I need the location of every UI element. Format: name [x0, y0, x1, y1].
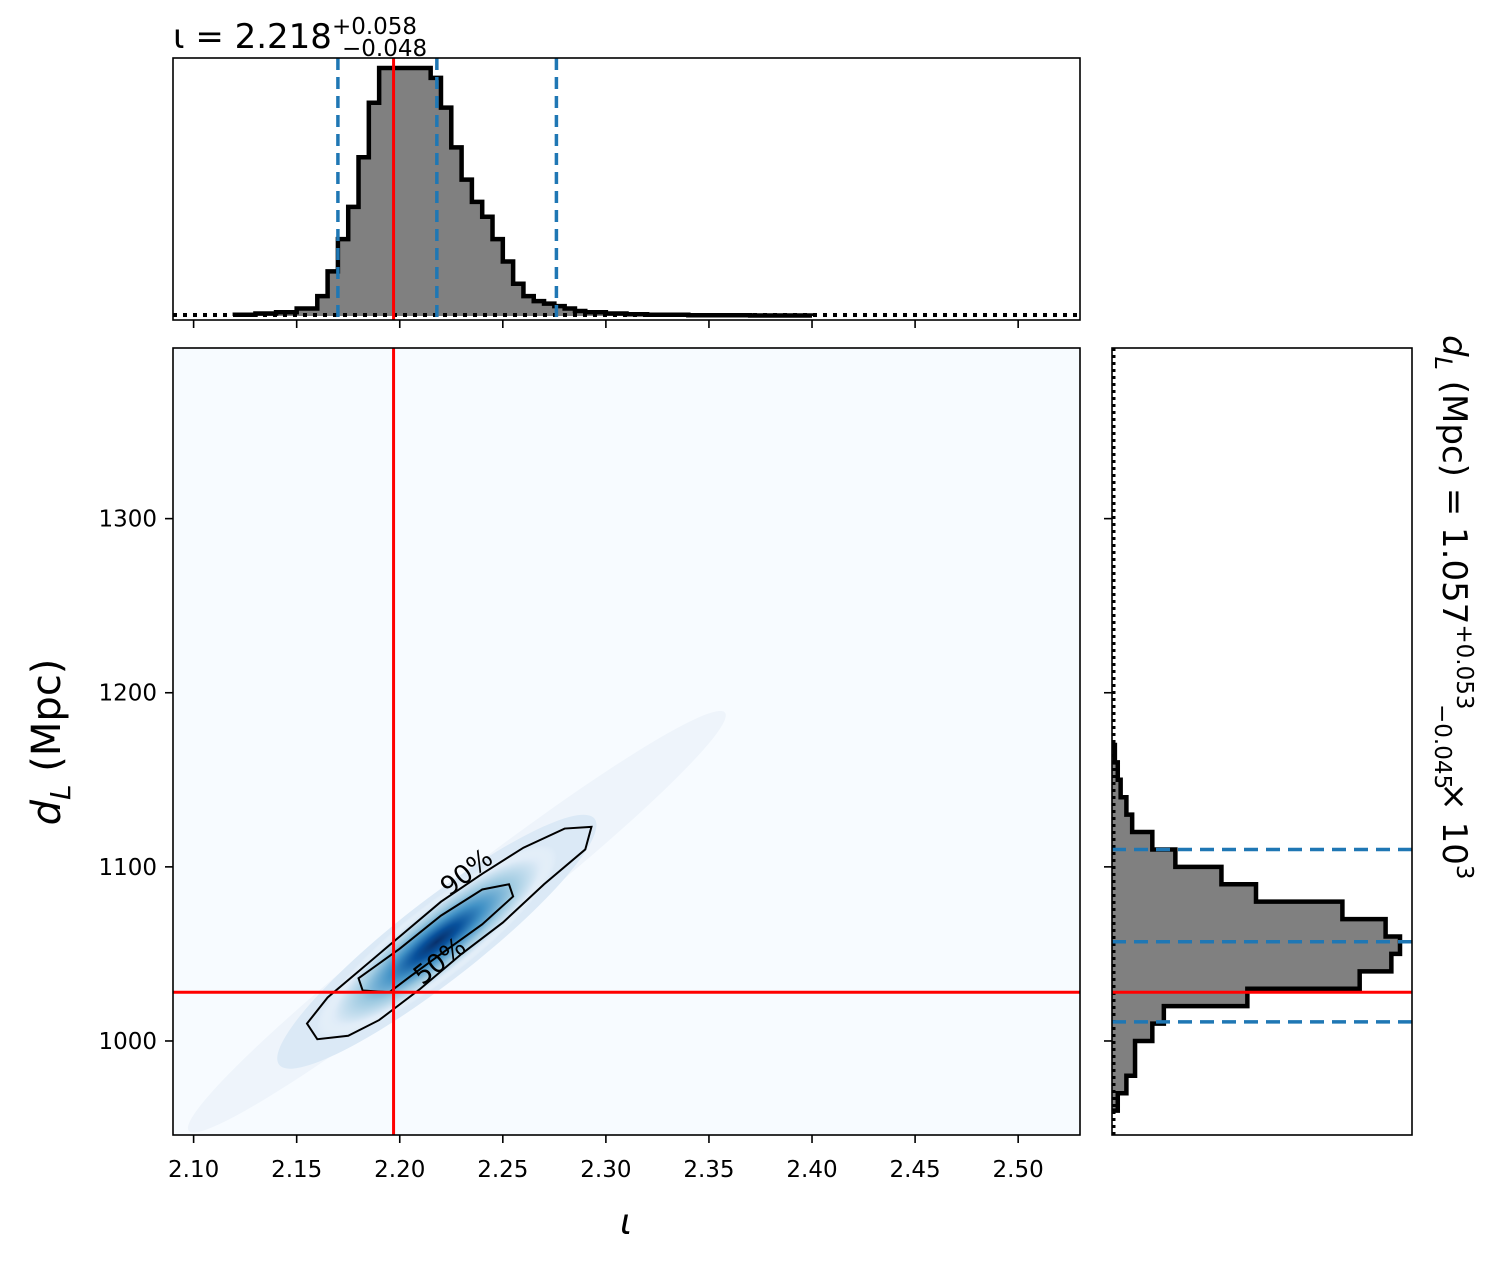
- top-axes-frame: [172, 57, 1081, 321]
- joint-density-heatmap: [187, 710, 726, 1133]
- joint-xtick-label: 2.35: [683, 1157, 734, 1183]
- right-panel-title: dL (Mpc) = 1.057+0.053 × 103: [1429, 335, 1477, 880]
- y-axis-label: dL (Mpc): [24, 659, 77, 826]
- right-reference-lines: [1112, 847, 1412, 1024]
- right-marginal-panel: dL (Mpc) = 1.057+0.053 × 103 −0.045: [1104, 335, 1477, 1136]
- joint-ticks: 2.10 2.15 2.20 2.25 2.30 2.35 2.40 2.45 2.50 1000…: [98, 507, 1043, 1183]
- right-hist-fill: [1112, 744, 1400, 1111]
- joint-ytick-label: 1200: [98, 681, 157, 707]
- joint-panel: 90%50% 2.10 2.15 2.20 2.25 2.30 2.35 2.40 2.45 2…: [24, 347, 1081, 1243]
- joint-xtick-label: 2.50: [993, 1157, 1044, 1183]
- top-reference-lines: [336, 58, 559, 320]
- joint-xtick-label: 2.10: [168, 1157, 219, 1183]
- contour-90: [305, 825, 593, 1041]
- top-hist-outline: [232, 65, 815, 318]
- joint-xtick-label: 2.45: [889, 1157, 940, 1183]
- joint-truth-lines: [173, 348, 1080, 1135]
- joint-xtick-label: 2.20: [374, 1157, 425, 1183]
- top-hist-fill: [234, 68, 813, 316]
- joint-ytick-label: 1300: [98, 507, 157, 533]
- top-marginal-panel: ι = 2.218+0.058 −0.048: [172, 14, 1081, 328]
- joint-xtick-label: 2.40: [786, 1157, 837, 1183]
- top-panel-title: ι = 2.218+0.058: [173, 14, 417, 57]
- top-panel-title-lower: −0.048: [342, 36, 427, 62]
- joint-ytick-label: 1000: [98, 1029, 157, 1055]
- right-histogram: [1112, 348, 1403, 1135]
- top-x-ticks: [192, 320, 1019, 328]
- right-panel-title-lower: −0.045: [1429, 704, 1455, 789]
- right-hist-outline: [1112, 742, 1403, 1113]
- heat-core: [316, 845, 558, 1039]
- right-y-ticks: [1104, 517, 1112, 1042]
- joint-ytick-label: 1100: [98, 855, 157, 881]
- joint-xtick-label: 2.30: [580, 1157, 631, 1183]
- x-axis-label: ι: [620, 1202, 632, 1243]
- joint-xtick-label: 2.25: [477, 1157, 528, 1183]
- joint-axes-frame: [172, 347, 1081, 1136]
- right-axes-frame: [1111, 347, 1413, 1136]
- top-histogram: [173, 65, 1080, 318]
- joint-xtick-label: 2.15: [271, 1157, 322, 1183]
